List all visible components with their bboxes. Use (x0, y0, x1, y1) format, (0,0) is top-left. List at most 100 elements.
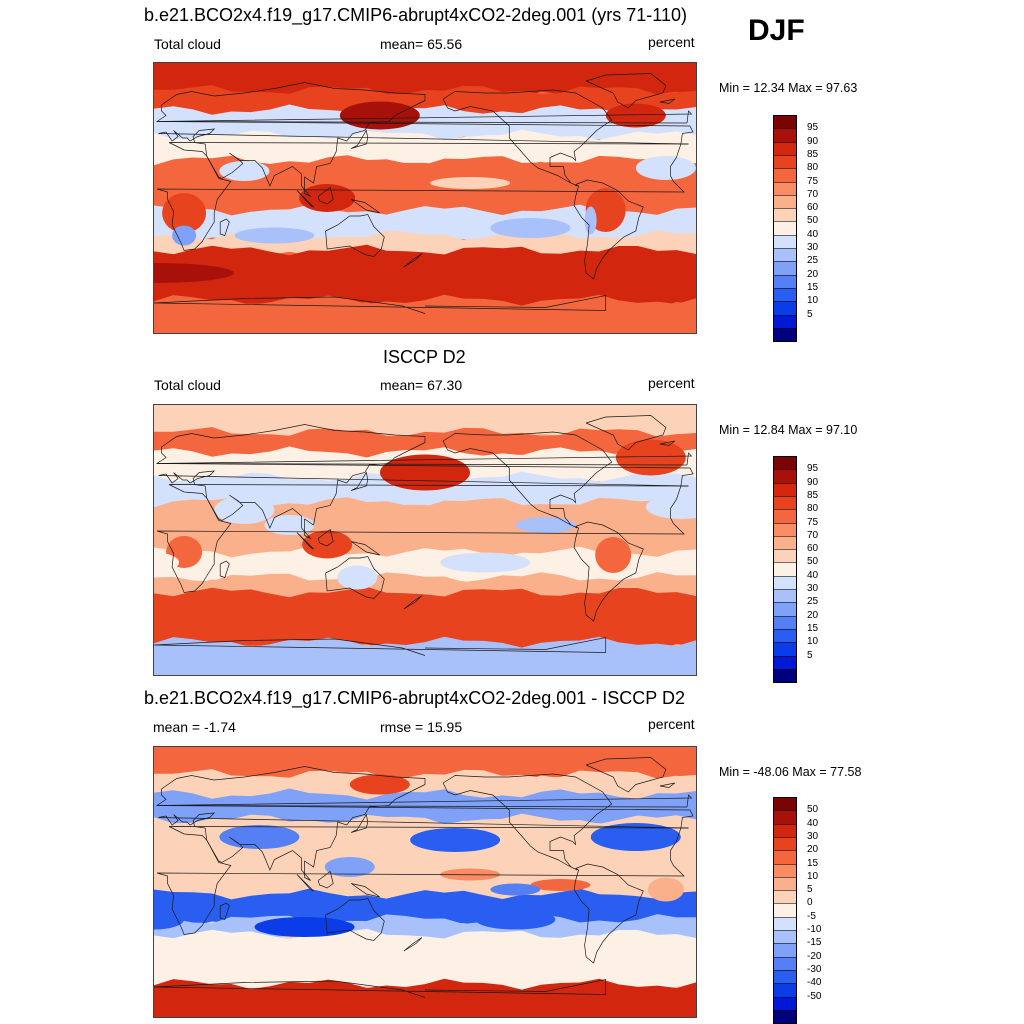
coastline (573, 179, 644, 280)
coastline (585, 757, 667, 793)
colorbar-tick-label: 50 (807, 215, 819, 227)
panel1-mean-label: mean= 65.56 (380, 36, 463, 52)
coastline (442, 89, 613, 187)
colorbar-swatch (773, 996, 797, 1011)
coastline (296, 532, 314, 550)
colorbar-tick-label: 10 (807, 636, 819, 648)
coastline (442, 773, 613, 871)
colorbar-swatch (773, 943, 797, 958)
colorbar-swatch (773, 850, 797, 864)
colorbar-tick-label: 20 (807, 609, 819, 621)
colorbar-swatch (773, 890, 797, 904)
colorbar-tick-label: 0 (807, 897, 813, 909)
panel3-minmax: Min = -48.06 Max = 77.58 (719, 765, 862, 779)
contour-patch (440, 552, 531, 573)
colorbar-swatch (773, 602, 797, 617)
coastline (156, 142, 689, 251)
contour-band (154, 586, 696, 653)
colorbar-divider (773, 495, 797, 497)
colorbar-swatch (773, 628, 797, 643)
panel3-rmse-label: rmse = 15.95 (380, 719, 463, 735)
colorbar-divider (773, 314, 797, 316)
colorbar-divider (773, 615, 797, 617)
contour-band (154, 244, 696, 311)
colorbar-tick-label: 85 (807, 489, 819, 501)
colorbar-divider (773, 128, 797, 130)
colorbar-swatch (773, 903, 797, 918)
colorbar-swatch (773, 248, 797, 262)
colorbar-swatch (773, 983, 797, 997)
panel1-variable-label: Total cloud (154, 36, 221, 52)
contour-band (154, 129, 696, 171)
contour-band (154, 155, 696, 221)
colorbar-divider (773, 221, 797, 223)
colorbar-divider (773, 575, 797, 577)
contour-patch (219, 825, 300, 849)
colorbar-divider (773, 549, 797, 551)
coastline (325, 214, 385, 257)
colorbar-divider (773, 943, 797, 945)
coastline (351, 883, 381, 898)
colorbar-swatch (773, 562, 797, 577)
coastline (296, 190, 314, 208)
colorbar-tick-label: 80 (807, 162, 819, 174)
contour-patch (154, 909, 184, 930)
colorbar-swatch (773, 916, 797, 931)
season-label: DJF (748, 14, 805, 47)
colorbar-tick-label: -15 (807, 937, 822, 949)
coastline (351, 471, 369, 491)
panel1-title: b.e21.BCO2x4.f19_g17.CMIP6-abrupt4xCO2-2… (144, 5, 687, 25)
coastline (154, 295, 607, 314)
contour-patch (590, 823, 681, 851)
contour-patch (324, 857, 375, 877)
colorbar-tick-label: -20 (807, 950, 822, 962)
colorbar-swatch (773, 221, 797, 236)
panel1-minmax: Min = 12.34 Max = 97.63 (719, 81, 858, 95)
contour-band (154, 928, 696, 995)
coastline (585, 73, 667, 109)
coastline (219, 218, 230, 236)
colorbar-tick-label: 60 (807, 543, 819, 555)
contour-band (154, 788, 696, 830)
coastline (351, 129, 369, 149)
colorbar-divider (773, 969, 797, 971)
contour-patch (595, 537, 632, 573)
colorbar-tick-label: 40 (807, 228, 819, 240)
colorbar-swatch (773, 168, 797, 182)
colorbar-tick-label: 5 (807, 884, 813, 896)
coastline (351, 541, 381, 556)
colorbar-swatch (773, 810, 797, 825)
colorbar-swatch (773, 956, 797, 971)
coastline (403, 595, 423, 610)
colorbar-tick-label: 60 (807, 202, 819, 214)
coastline (317, 528, 334, 547)
colorbar-divider (773, 274, 797, 276)
colorbar-divider (773, 823, 797, 825)
contour-patch (337, 565, 378, 590)
contour-patch (219, 161, 270, 181)
coastline (155, 82, 694, 197)
colorbar-swatch (773, 301, 797, 315)
contour-band (154, 471, 696, 513)
colorbar-tick-label: 15 (807, 281, 819, 293)
colorbar-divider (773, 916, 797, 918)
colorbar-swatch (773, 863, 797, 878)
contour-band (154, 572, 696, 604)
colorbar-tick-label: 80 (807, 503, 819, 515)
panel3-colorbar: 50 40 30 20 15 10 5 0 -5 -10 -15 -20 -30 -40 -50 (773, 797, 821, 1024)
colorbar-tick-label: 30 (807, 830, 819, 842)
colorbar-swatch (773, 535, 797, 550)
contour-patch (584, 206, 597, 235)
panel1-units-label: percent (648, 34, 695, 50)
colorbar-tick-label: -30 (807, 963, 822, 975)
colorbar-swatch (773, 154, 797, 169)
coastline (659, 782, 676, 788)
coastline (351, 813, 369, 833)
colorbar-tick-label: 25 (807, 596, 819, 608)
colorbar-divider (773, 301, 797, 303)
coastline (219, 902, 230, 920)
panel2-map (153, 404, 697, 676)
colorbar-swatch (773, 615, 797, 630)
colorbar-tick-label: 50 (807, 804, 819, 816)
colorbar-divider (773, 956, 797, 958)
